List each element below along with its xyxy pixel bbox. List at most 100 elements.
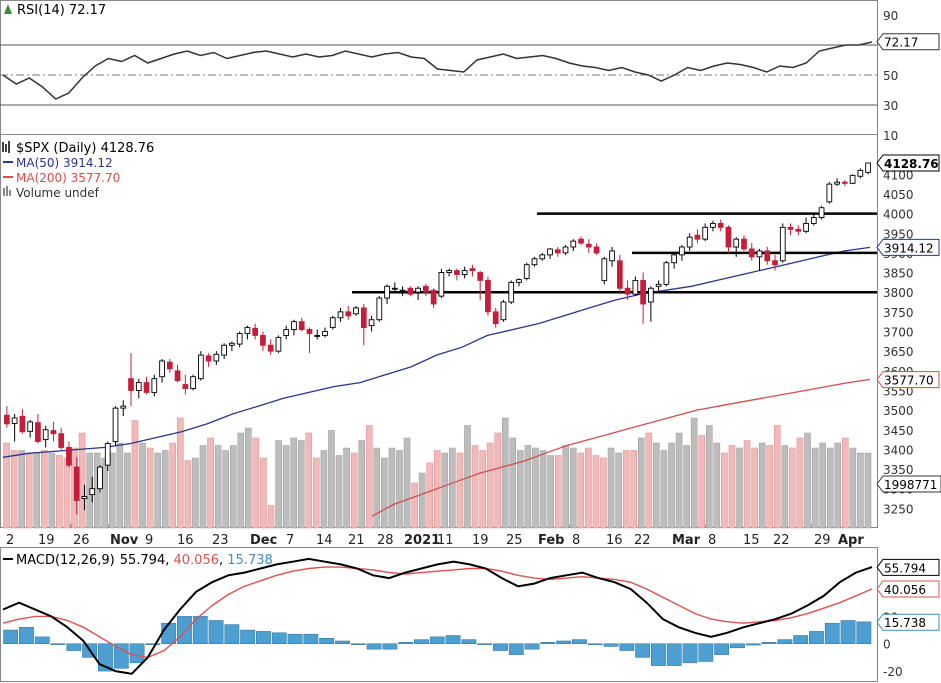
candle-body: [570, 240, 577, 248]
volume-bar: [297, 440, 305, 529]
volume-bar: [675, 432, 683, 529]
volume-bar: [630, 450, 637, 529]
candle-body: [779, 226, 786, 262]
volume-bar: [751, 447, 758, 529]
macd-histogram-bar: [319, 637, 335, 644]
volume-bar: [683, 445, 690, 529]
macd-histogram-bar: [224, 624, 240, 644]
volume-bar: [192, 457, 199, 529]
macd-histogram-bar: [603, 643, 619, 647]
candle-body: [841, 181, 848, 184]
volume-bar: [471, 445, 479, 529]
rsi-panel: [0, 0, 878, 135]
volume-bar: [260, 457, 267, 529]
volume-legend-icon: [3, 186, 11, 196]
volume-bar: [585, 447, 592, 529]
candle-body: [516, 279, 522, 283]
candle-body: [655, 283, 662, 287]
x-tick-label: 15: [743, 533, 760, 548]
volume-bar: [18, 450, 25, 529]
candle-body: [353, 307, 359, 315]
macd-histogram-bar: [635, 643, 651, 658]
candle-body: [857, 169, 864, 177]
macd-histogram-bar: [651, 643, 666, 666]
macd-sep-1: ,: [165, 553, 173, 568]
x-tick-label: 9: [145, 533, 153, 548]
macd-histogram-bar: [287, 633, 303, 644]
macd-histogram-bar: [698, 643, 714, 662]
volume-bar: [486, 442, 494, 529]
candle-body: [593, 246, 600, 254]
volume-bar: [48, 452, 56, 529]
volume-bar: [373, 447, 381, 529]
candle-body: [671, 254, 678, 264]
price-tick-label: 3650: [883, 345, 914, 359]
macd-value-label: 15.738: [884, 616, 926, 630]
macd-histogram-bar: [666, 643, 682, 666]
x-tick-label: 2: [6, 533, 14, 548]
candle-body: [523, 264, 530, 279]
volume-bar: [184, 460, 192, 529]
candle-body: [764, 250, 771, 262]
price-legend: $SPX (Daily) 4128.76 MA(50) 3914.12 MA(2…: [2, 141, 154, 200]
macd-histogram-bar: [366, 643, 382, 650]
volume-bar: [615, 452, 622, 529]
volume-bar: [177, 417, 184, 529]
candle-body: [539, 254, 546, 260]
candle-body: [469, 268, 476, 272]
volume-bar: [456, 452, 464, 529]
macd-histogram-bar: [508, 643, 524, 655]
candle-body: [601, 258, 608, 281]
price-tick-label: 4000: [883, 208, 914, 222]
candle-body: [298, 321, 305, 330]
volume-bar: [660, 450, 668, 529]
volume-bar: [335, 455, 343, 529]
macd-histogram-bar: [540, 642, 556, 644]
volume-bar: [328, 430, 335, 529]
candle-body: [143, 382, 150, 393]
x-tick-label: 23: [212, 533, 229, 548]
candle-body: [135, 382, 142, 391]
macd-value-tag: [876, 558, 940, 576]
macd-histogram-bar: [477, 643, 493, 645]
price-tick-label: 3250: [883, 502, 914, 516]
macd-histogram-bar: [19, 627, 34, 644]
volume-bar: [365, 425, 373, 529]
volume-bar: [494, 432, 501, 529]
macd-histogram-bar: [572, 639, 587, 644]
volume-bar: [622, 450, 630, 529]
macd-histogram-bar: [840, 620, 856, 644]
rsi-tick-label: 90: [883, 9, 898, 23]
macd-histogram-bar: [445, 635, 461, 644]
candle-body: [710, 222, 716, 228]
candle-body: [578, 238, 584, 244]
candle-body: [686, 236, 693, 248]
volume-bar: [668, 442, 675, 529]
candle-body: [236, 333, 243, 345]
candle-body: [446, 270, 452, 273]
volume-legend-label: Volume undef: [16, 186, 100, 200]
x-tick-label: 28: [377, 533, 394, 548]
volume-bar: [381, 457, 388, 529]
volume-bar: [743, 440, 751, 529]
rsi-line: [2, 41, 873, 100]
x-tick-label: 11: [437, 533, 454, 548]
volume-bar: [713, 442, 721, 529]
volume-bar: [819, 442, 826, 529]
volume-bar: [418, 472, 426, 529]
volume-bar: [479, 450, 486, 529]
volume-bar: [517, 450, 524, 529]
volume-bar: [313, 457, 320, 529]
volume-bar: [804, 432, 811, 529]
volume-bar: [441, 452, 449, 529]
candle-body: [609, 250, 615, 262]
price-tick-label: 4100: [883, 168, 914, 182]
candle-body: [275, 336, 282, 352]
candle-body: [454, 270, 460, 275]
volume-bar: [116, 442, 124, 529]
volume-bar: [501, 417, 509, 529]
macd-histogram-bar: [587, 643, 603, 645]
volume-bar: [592, 455, 600, 529]
candle-body: [663, 262, 670, 285]
candle-body: [182, 384, 189, 389]
